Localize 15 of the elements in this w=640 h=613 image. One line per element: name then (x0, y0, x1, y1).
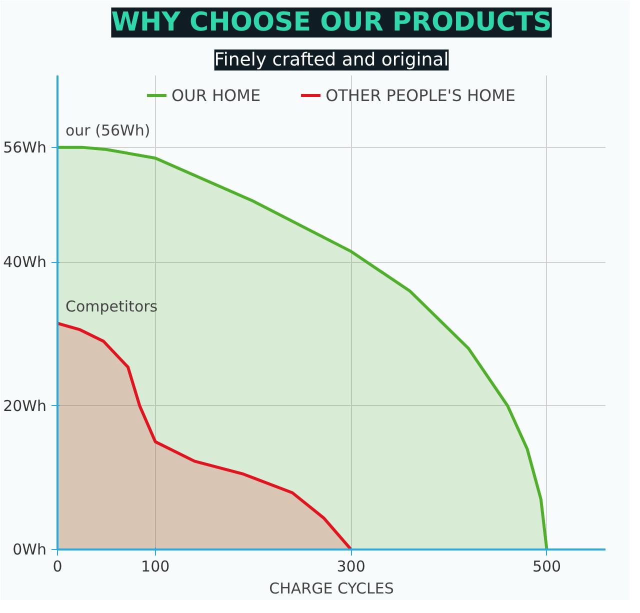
y-tick-label: 40Wh (3, 253, 47, 272)
x-tick-label: 100 (141, 558, 170, 576)
y-tick-label: 20Wh (3, 396, 47, 415)
y-tick-label: 56Wh (3, 138, 47, 156)
legend-label: OTHER PEOPLE'S HOME (326, 86, 516, 104)
y-tick-label: 0Wh (12, 540, 47, 558)
chart-title: WHY CHOOSE OUR PRODUCTS (111, 8, 552, 38)
chart-subtitle: Finely crafted and original (214, 50, 449, 70)
annotation: Competitors (66, 297, 158, 316)
annotation: our (56Wh) (66, 121, 150, 140)
x-axis-title: CHARGE CYCLES (269, 580, 394, 598)
x-tick-label: 0 (52, 558, 62, 576)
x-tick-label: 300 (336, 558, 366, 576)
x-tick-label: 500 (532, 558, 562, 576)
legend-label: OUR HOME (172, 86, 261, 104)
